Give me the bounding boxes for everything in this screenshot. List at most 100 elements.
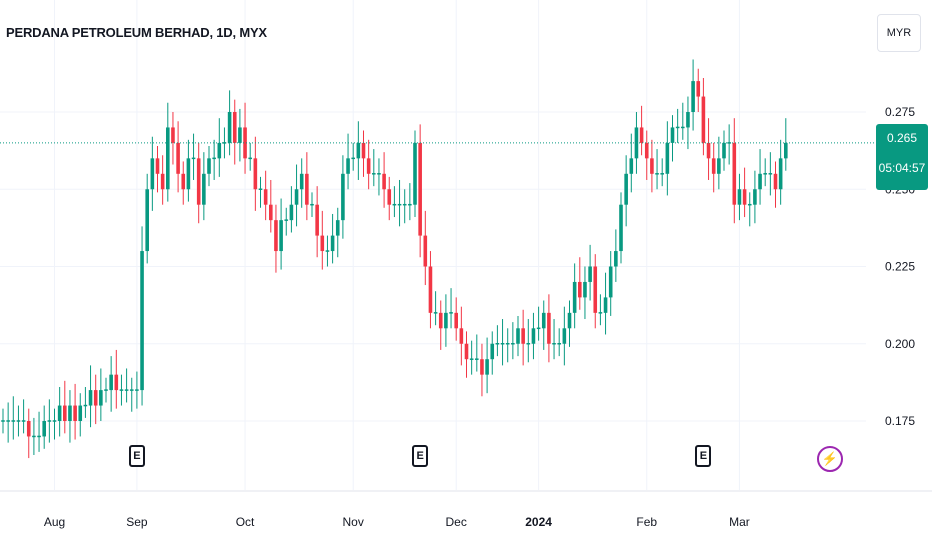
candle-body [722, 142, 726, 159]
candle-body [52, 420, 57, 422]
candle-body [346, 158, 350, 174]
y-tick-label: 0.175 [885, 414, 915, 428]
candle-body [773, 173, 778, 190]
candle-body [155, 158, 160, 174]
lightning-bolt-icon[interactable]: ⚡ [817, 446, 843, 472]
candle-body [299, 173, 304, 190]
candle-body [521, 328, 525, 344]
last-price-value: 0.265 [886, 131, 918, 145]
candle-body [639, 127, 644, 143]
time-axis: Aug Sep Oct Nov Dec 2024 Feb Mar [0, 490, 932, 529]
candle-body [614, 251, 618, 267]
candle-body [171, 127, 175, 143]
candle-body [93, 390, 98, 406]
candle-body [63, 405, 67, 421]
candle-body [701, 96, 706, 143]
candle-body [547, 312, 551, 344]
candle-body [16, 420, 21, 422]
chart-title: PERDANA PETROLEUM BERHAD, 1D, MYX [6, 25, 267, 40]
candle-body [670, 127, 675, 143]
candle-body [315, 204, 319, 236]
candle-body [325, 250, 330, 252]
candle-body [181, 173, 186, 190]
candle-body [232, 112, 237, 143]
candle-body [356, 142, 361, 159]
x-tick-label: 2024 [525, 515, 552, 529]
candle-body [686, 112, 690, 128]
candle-body [88, 390, 93, 406]
candle-body [238, 127, 242, 143]
earnings-marker[interactable]: E [412, 445, 429, 467]
candle-body [258, 188, 263, 190]
candle-body [402, 203, 407, 206]
candle-body [598, 312, 603, 314]
candle-body [567, 312, 572, 329]
candle-body [428, 266, 433, 313]
candle-body [438, 312, 443, 329]
candle-body [114, 374, 119, 391]
candle-body [263, 189, 268, 205]
candle-body [397, 203, 402, 206]
candle-body [444, 312, 448, 329]
candle-body [222, 142, 227, 144]
candle-body [665, 142, 670, 174]
x-tick-label: Nov [343, 515, 364, 529]
candle-body [732, 142, 737, 205]
candle-body [202, 173, 206, 205]
candle-body [480, 359, 484, 375]
last-price-tag: 0.265 05:04:57 [876, 124, 928, 190]
candle-body [57, 405, 62, 421]
candle-body [619, 204, 623, 252]
candle-body [454, 312, 458, 329]
candle-body [784, 142, 788, 159]
candle-body [696, 81, 701, 97]
candle-body [681, 126, 685, 129]
candle-body [135, 389, 139, 391]
candle-body [186, 158, 191, 190]
candle-body [83, 404, 88, 407]
candle-body [511, 343, 515, 345]
candle-body [305, 173, 309, 205]
candle-body [578, 281, 582, 298]
candle-body [516, 328, 520, 344]
currency-button[interactable]: MYR [877, 14, 921, 52]
candle-body [47, 420, 52, 422]
candle-body [552, 343, 556, 345]
candle-body [11, 420, 16, 422]
candles [1, 59, 788, 459]
x-tick-label: Aug [44, 515, 65, 529]
candle-body [330, 235, 335, 252]
candle-body [418, 142, 422, 236]
candle-body [212, 157, 216, 160]
candle-body [26, 421, 31, 437]
candle-body [608, 266, 613, 298]
candle-body [310, 203, 314, 206]
candle-body [160, 173, 165, 190]
candle-body [129, 389, 134, 391]
earnings-marker[interactable]: E [128, 445, 145, 467]
candle-body [531, 328, 536, 344]
candle-body [505, 343, 510, 345]
candle-body [351, 157, 355, 160]
candle-body [294, 189, 299, 205]
candle-body [253, 158, 258, 190]
candle-body [629, 158, 634, 174]
candle-body [42, 421, 46, 437]
candle-body [644, 142, 649, 159]
candle-body [124, 389, 129, 391]
candle-body [207, 158, 211, 174]
candle-body [1, 420, 5, 422]
candle-body [464, 343, 469, 360]
candle-body [227, 112, 232, 143]
candle-body [32, 435, 36, 438]
candle-body [392, 203, 397, 206]
candle-body [485, 359, 489, 375]
candle-body [284, 219, 289, 221]
bar-countdown: 05:04:57 [878, 161, 926, 175]
candle-body [650, 158, 654, 174]
earnings-marker[interactable]: E [695, 445, 712, 467]
candle-body [768, 173, 773, 175]
candle-body [408, 203, 412, 206]
candle-body [660, 173, 664, 175]
candle-body [742, 189, 747, 205]
